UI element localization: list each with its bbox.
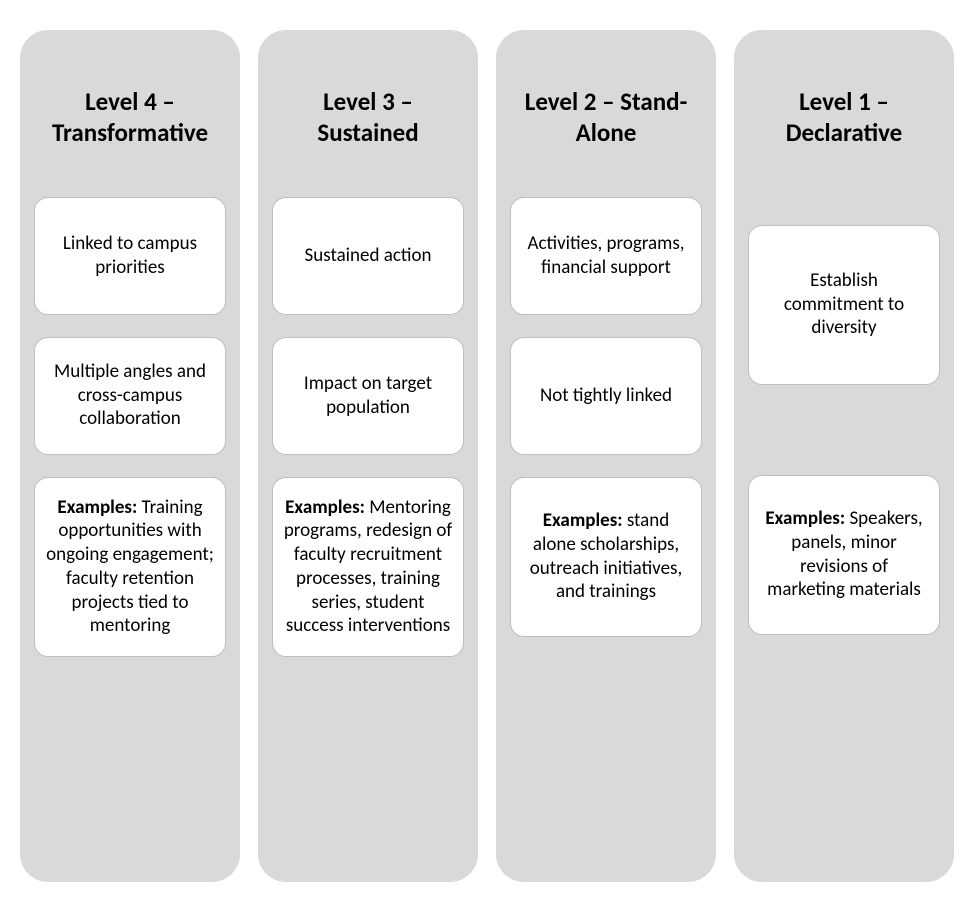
level-4-card-1: Linked to campus priorities <box>34 197 226 315</box>
level-2-column: Level 2 – Stand-Alone Activities, progra… <box>496 30 716 882</box>
examples-label: Examples: <box>285 496 369 519</box>
level-4-title: Level 4 – Transformative <box>34 86 226 149</box>
level-1-cards: Establish commitment to diversity Exampl… <box>748 197 940 855</box>
card-text: Establish commitment to diversity <box>759 269 929 340</box>
level-4-cards: Linked to campus priorities Multiple ang… <box>34 197 226 855</box>
card-text: Examples: Speakers, panels, minor revisi… <box>759 507 929 602</box>
level-1-card-examples: Examples: Speakers, panels, minor revisi… <box>748 475 940 635</box>
level-1-card-1: Establish commitment to diversity <box>748 225 940 385</box>
card-text: Not tightly linked <box>540 384 672 408</box>
card-text: Examples: stand alone scholarships, outr… <box>521 509 691 604</box>
card-text: Linked to campus priorities <box>45 232 215 280</box>
level-1-column: Level 1 – Declarative Establish commitme… <box>734 30 954 882</box>
levels-container: Level 4 – Transformative Linked to campu… <box>20 30 954 882</box>
spacer <box>748 197 940 203</box>
card-text: Examples: Training opportunities with on… <box>45 496 215 639</box>
examples-label: Examples: <box>57 496 141 519</box>
level-3-card-2: Impact on target population <box>272 337 464 455</box>
level-3-card-examples: Examples: Mentoring programs, redesign o… <box>272 477 464 658</box>
card-text: Activities, programs, financial support <box>521 232 691 280</box>
level-1-title: Level 1 – Declarative <box>748 86 940 149</box>
level-2-card-1: Activities, programs, financial support <box>510 197 702 315</box>
spacer <box>748 407 940 453</box>
card-text: Impact on target population <box>283 372 453 420</box>
card-text: Sustained action <box>305 244 432 268</box>
level-4-column: Level 4 – Transformative Linked to campu… <box>20 30 240 882</box>
card-text: Multiple angles and cross-campus collabo… <box>45 360 215 431</box>
level-2-card-2: Not tightly linked <box>510 337 702 455</box>
level-2-cards: Activities, programs, financial support … <box>510 197 702 855</box>
card-text: Examples: Mentoring programs, redesign o… <box>283 496 453 639</box>
examples-label: Examples: <box>765 507 849 530</box>
level-3-title: Level 3 – Sustained <box>272 86 464 149</box>
level-3-card-1: Sustained action <box>272 197 464 315</box>
level-4-card-examples: Examples: Training opportunities with on… <box>34 477 226 658</box>
level-4-card-2: Multiple angles and cross-campus collabo… <box>34 337 226 455</box>
level-2-title: Level 2 – Stand-Alone <box>510 86 702 149</box>
level-3-column: Level 3 – Sustained Sustained action Imp… <box>258 30 478 882</box>
examples-label: Examples: <box>543 509 627 532</box>
level-3-cards: Sustained action Impact on target popula… <box>272 197 464 855</box>
level-2-card-examples: Examples: stand alone scholarships, outr… <box>510 477 702 637</box>
